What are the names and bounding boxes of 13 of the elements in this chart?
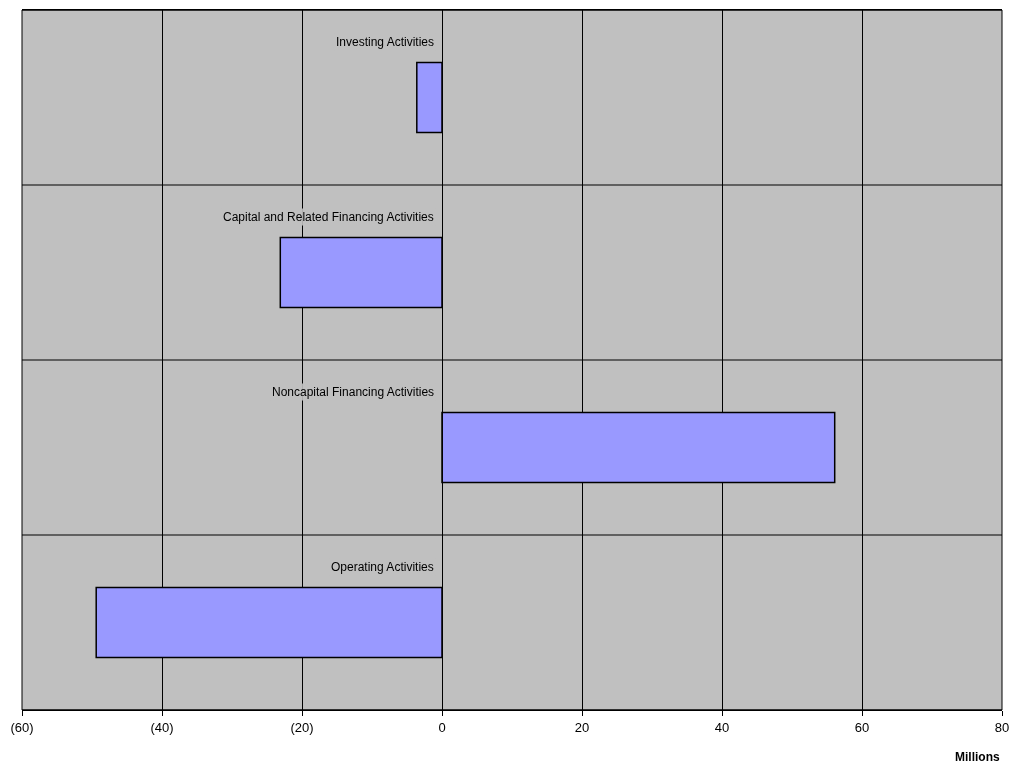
x-tick-label: 0 — [438, 719, 446, 735]
y-tick-label: Operating Activities — [331, 560, 434, 574]
x-tick-label: 60 — [854, 719, 870, 735]
x-tick-label: 80 — [994, 719, 1010, 735]
x-axis-title: Millions — [955, 750, 1000, 764]
x-tick-label: (20) — [290, 719, 314, 735]
x-tick-label: 40 — [714, 719, 730, 735]
y-tick-label: Capital and Related Financing Activities — [223, 210, 434, 224]
y-tick-label: Noncapital Financing Activities — [272, 385, 435, 399]
y-tick-label: Investing Activities — [336, 35, 435, 49]
x-tick-label: (40) — [150, 719, 174, 735]
x-tick-label: 20 — [574, 719, 590, 735]
x-tick-label: (60) — [10, 719, 34, 735]
